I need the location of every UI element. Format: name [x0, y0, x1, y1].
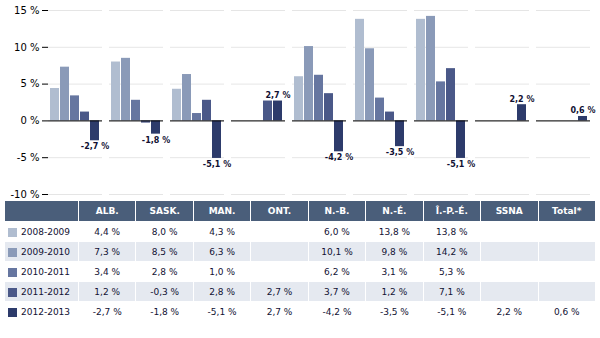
html-text:2009-2010: 2009-2010: [21, 246, 71, 257]
html-text:-5,1 %: -5,1 %: [207, 306, 237, 317]
svg-text:0 %: 0 %: [20, 115, 39, 126]
html-text:3,7 %: 3,7 %: [324, 286, 350, 297]
html-text:-4,2 %: -4,2 %: [322, 306, 352, 317]
html-text:-2,7 %: -2,7 %: [92, 306, 122, 317]
html-text:Total*: Total*: [552, 206, 582, 216]
html-text:7,1 %: 7,1 %: [439, 286, 465, 297]
html-text:ALB.: ALB.: [95, 206, 119, 216]
html-text:4,4 %: 4,4 %: [94, 226, 121, 237]
svg-text:-5 %: -5 %: [17, 152, 40, 163]
html-text:Î.-P.-É.: Î.-P.-É.: [435, 206, 468, 216]
html-text:6,2 %: 6,2 %: [324, 266, 350, 277]
html-text:N.-É.: N.-É.: [382, 206, 407, 216]
html-text:2012-2013: 2012-2013: [21, 306, 71, 317]
svg-text:-4,2 %: -4,2 %: [325, 153, 353, 162]
html-text:SASK.: SASK.: [149, 206, 180, 216]
svg-text:2,7 %: 2,7 %: [266, 91, 291, 100]
html-text:1,0 %: 1,0 %: [209, 266, 235, 277]
html-text:7,3 %: 7,3 %: [94, 246, 121, 257]
html-text:2,8 %: 2,8 %: [151, 266, 178, 277]
html-text:3,1 %: 3,1 %: [381, 266, 408, 277]
svg-text:-5,1 %: -5,1 %: [203, 160, 231, 169]
svg-text:-5,1 %: -5,1 %: [447, 160, 475, 169]
html-text:9,8 %: 9,8 %: [381, 246, 408, 257]
svg-text:2,2 %: 2,2 %: [510, 95, 535, 104]
svg-text:-10 %: -10 %: [10, 189, 39, 200]
html-text:-1,8 %: -1,8 %: [150, 306, 180, 317]
html-text:ONT.: ONT.: [267, 206, 292, 216]
html-text:N.-B.: N.-B.: [324, 206, 350, 216]
html-text:2,8 %: 2,8 %: [209, 286, 235, 297]
html-text:-3,5 %: -3,5 %: [379, 306, 409, 317]
svg-text:10 %: 10 %: [14, 42, 39, 53]
html-text:5,3 %: 5,3 %: [439, 266, 465, 277]
html-text:13,8 %: 13,8 %: [436, 226, 468, 237]
html-text:13,8 %: 13,8 %: [378, 226, 411, 237]
html-text:2010-2011: 2010-2011: [21, 266, 71, 277]
svg-text:-1,8 %: -1,8 %: [142, 136, 170, 145]
html-text:1,2 %: 1,2 %: [381, 286, 408, 297]
html-text:14,2 %: 14,2 %: [436, 246, 468, 257]
html-text:8,5 %: 8,5 %: [151, 246, 178, 257]
html-text:3,4 %: 3,4 %: [94, 266, 121, 277]
html-text:MAN.: MAN.: [208, 206, 236, 216]
svg-text:5 %: 5 %: [20, 78, 39, 89]
svg-text:0,6 %: 0,6 %: [571, 106, 596, 115]
html-text:1,2 %: 1,2 %: [94, 286, 121, 297]
html-text:4,3 %: 4,3 %: [209, 226, 235, 237]
html-text:2,7 %: 2,7 %: [266, 286, 293, 297]
html-text:2,2 %: 2,2 %: [496, 306, 523, 317]
html-text:2,7 %: 2,7 %: [266, 306, 293, 317]
svg-text:15 %: 15 %: [14, 5, 39, 16]
html-text:-0,3 %: -0,3 %: [150, 286, 180, 297]
html-text:8,0 %: 8,0 %: [151, 226, 178, 237]
svg-text:-3,5 %: -3,5 %: [386, 148, 414, 157]
svg-text:-2,7 %: -2,7 %: [81, 142, 109, 151]
html-text:0,6 %: 0,6 %: [553, 306, 580, 317]
html-text:10,1 %: 10,1 %: [321, 246, 353, 257]
html-text:-5,1 %: -5,1 %: [437, 306, 467, 317]
html-text:6,3 %: 6,3 %: [209, 246, 235, 257]
html-text:2008-2009: 2008-2009: [21, 226, 71, 237]
html-text:2011-2012: 2011-2012: [21, 286, 71, 297]
html-text:6,0 %: 6,0 %: [324, 226, 350, 237]
html-text:SSNA: SSNA: [495, 206, 523, 216]
